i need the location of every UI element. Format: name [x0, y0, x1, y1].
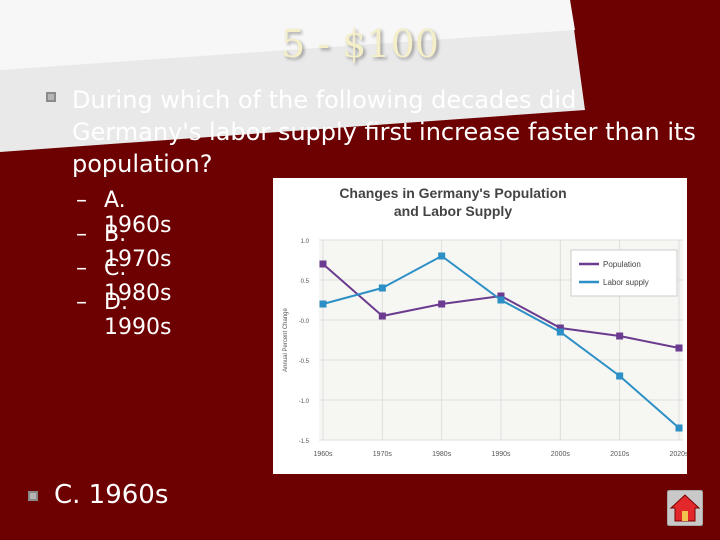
y-tick-label: 0.5: [301, 279, 310, 285]
y-tick-label: -1.0: [299, 399, 310, 405]
data-point: [675, 344, 683, 352]
answer-text: C. 1960s: [54, 480, 169, 510]
y-tick-label: -0.0: [299, 319, 310, 325]
data-point: [378, 312, 386, 320]
chart-panel: Changes in Germany's Population and Labor…: [273, 178, 689, 474]
data-point: [438, 300, 446, 308]
data-point: [675, 424, 683, 432]
legend-label: Population: [603, 260, 641, 269]
home-icon[interactable]: [667, 490, 703, 526]
x-tick-label: 2020s: [669, 451, 687, 458]
chart-title: Changes in Germany's Population and Labor…: [339, 185, 566, 219]
y-axis-label: Annual Percent Change: [283, 307, 289, 371]
y-tick-label: 1.0: [301, 239, 310, 245]
data-point: [497, 296, 505, 304]
data-point: [556, 324, 564, 332]
bullet-icon: [28, 491, 38, 501]
x-tick-label: 1970s: [373, 451, 393, 458]
data-point: [378, 284, 386, 292]
data-point: [556, 328, 564, 336]
y-tick-label: -1.5: [299, 439, 310, 445]
x-tick-label: 2010s: [610, 451, 630, 458]
data-point: [319, 300, 327, 308]
data-point: [616, 372, 624, 380]
x-tick-label: 1980s: [432, 451, 452, 458]
x-tick-label: 1990s: [491, 451, 511, 458]
x-tick-label: 2000s: [551, 451, 571, 458]
legend-label: Labor supply: [603, 278, 649, 287]
y-tick-label: -0.5: [299, 359, 310, 365]
question-text: During which of the following decades di…: [72, 86, 696, 178]
bullet-icon: [46, 92, 56, 102]
data-point: [497, 292, 505, 300]
line-chart: Changes in Germany's Population and Labor…: [283, 185, 689, 458]
x-tick-label: 1960s: [313, 451, 333, 458]
data-point: [319, 260, 327, 268]
data-point: [616, 332, 624, 340]
data-point: [438, 252, 446, 260]
slide-title: 5 - $100: [281, 22, 439, 66]
legend-box: [570, 249, 678, 297]
